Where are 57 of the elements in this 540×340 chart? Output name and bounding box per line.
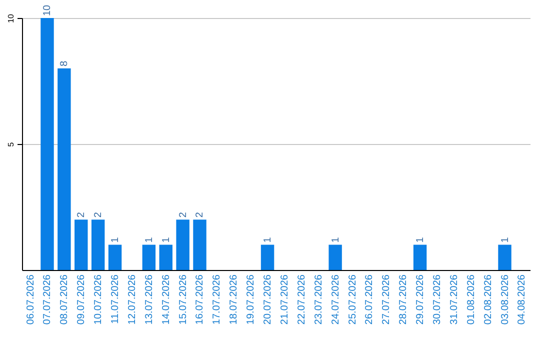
bar [260, 244, 274, 270]
x-tick-label: 01.08.2026 [466, 274, 477, 325]
data-label: 2 [178, 212, 189, 218]
bar [108, 244, 122, 270]
data-label: 1 [110, 236, 122, 243]
x-tick-label: 02.08.2026 [482, 274, 494, 325]
x-tick-label: 14.07.2026 [160, 274, 172, 325]
data-label: 1 [160, 236, 172, 243]
x-tick-label: 23.07.2026 [313, 274, 324, 325]
x-tick-label: 03.08.2026 [500, 274, 511, 325]
bar [328, 244, 342, 270]
x-tick-label: 11.07.2026 [110, 274, 122, 324]
x-tick-label: 31.07.2026 [448, 274, 460, 325]
x-tick-label: 08.07.2026 [59, 274, 70, 325]
bar [498, 244, 512, 270]
data-label: 1 [500, 236, 511, 243]
x-tick-label: 07.07.2026 [42, 274, 54, 325]
x-tick-label: 25.07.2026 [347, 274, 358, 325]
x-tick-label: 24.07.2026 [330, 274, 342, 325]
bar [159, 244, 172, 270]
data-label: 8 [59, 60, 70, 66]
bar [91, 220, 105, 270]
x-tick-label: 10.07.2026 [93, 274, 104, 325]
x-tick-label: 21.07.2026 [279, 274, 290, 325]
x-tick-label: 28.07.2026 [398, 274, 410, 325]
x-tick-label: 12.07.2026 [126, 274, 138, 325]
x-tick-label: 29.07.2026 [415, 274, 426, 325]
bar [142, 244, 156, 270]
bar [413, 244, 427, 270]
bar [40, 18, 54, 270]
data-label: 1 [144, 236, 155, 243]
data-label: 2 [194, 212, 206, 218]
bar [74, 220, 88, 270]
data-label: 1 [415, 236, 426, 243]
x-tick-label: 19.07.2026 [246, 274, 257, 325]
x-tick-label: 26.07.2026 [364, 274, 376, 325]
bar [193, 220, 206, 270]
data-label: 2 [93, 212, 104, 218]
data-label: 1 [262, 236, 274, 243]
x-tick-label: 15.07.2026 [178, 274, 189, 325]
x-tick-label: 04.08.2026 [516, 274, 528, 325]
data-label: 1 [330, 236, 342, 243]
y-tick-label: 5 [6, 142, 16, 147]
x-tick-label: 09.07.2026 [76, 274, 88, 325]
x-tick-label: 30.07.2026 [432, 274, 443, 325]
x-tick-label: 27.07.2026 [381, 274, 392, 325]
x-tick-label: 13.07.2026 [144, 274, 155, 325]
x-tick-label: 22.07.2026 [296, 274, 308, 325]
data-label: 10 [42, 4, 54, 16]
bar [58, 68, 71, 270]
x-tick-label: 20.07.2026 [262, 274, 274, 325]
x-tick-label: 16.07.2026 [194, 274, 206, 325]
x-tick-label: 17.07.2026 [212, 274, 223, 325]
x-tick-label: 18.07.2026 [228, 274, 240, 325]
bar [176, 220, 190, 270]
data-label: 2 [76, 212, 88, 218]
x-tick-label: 06.07.2026 [25, 274, 36, 325]
